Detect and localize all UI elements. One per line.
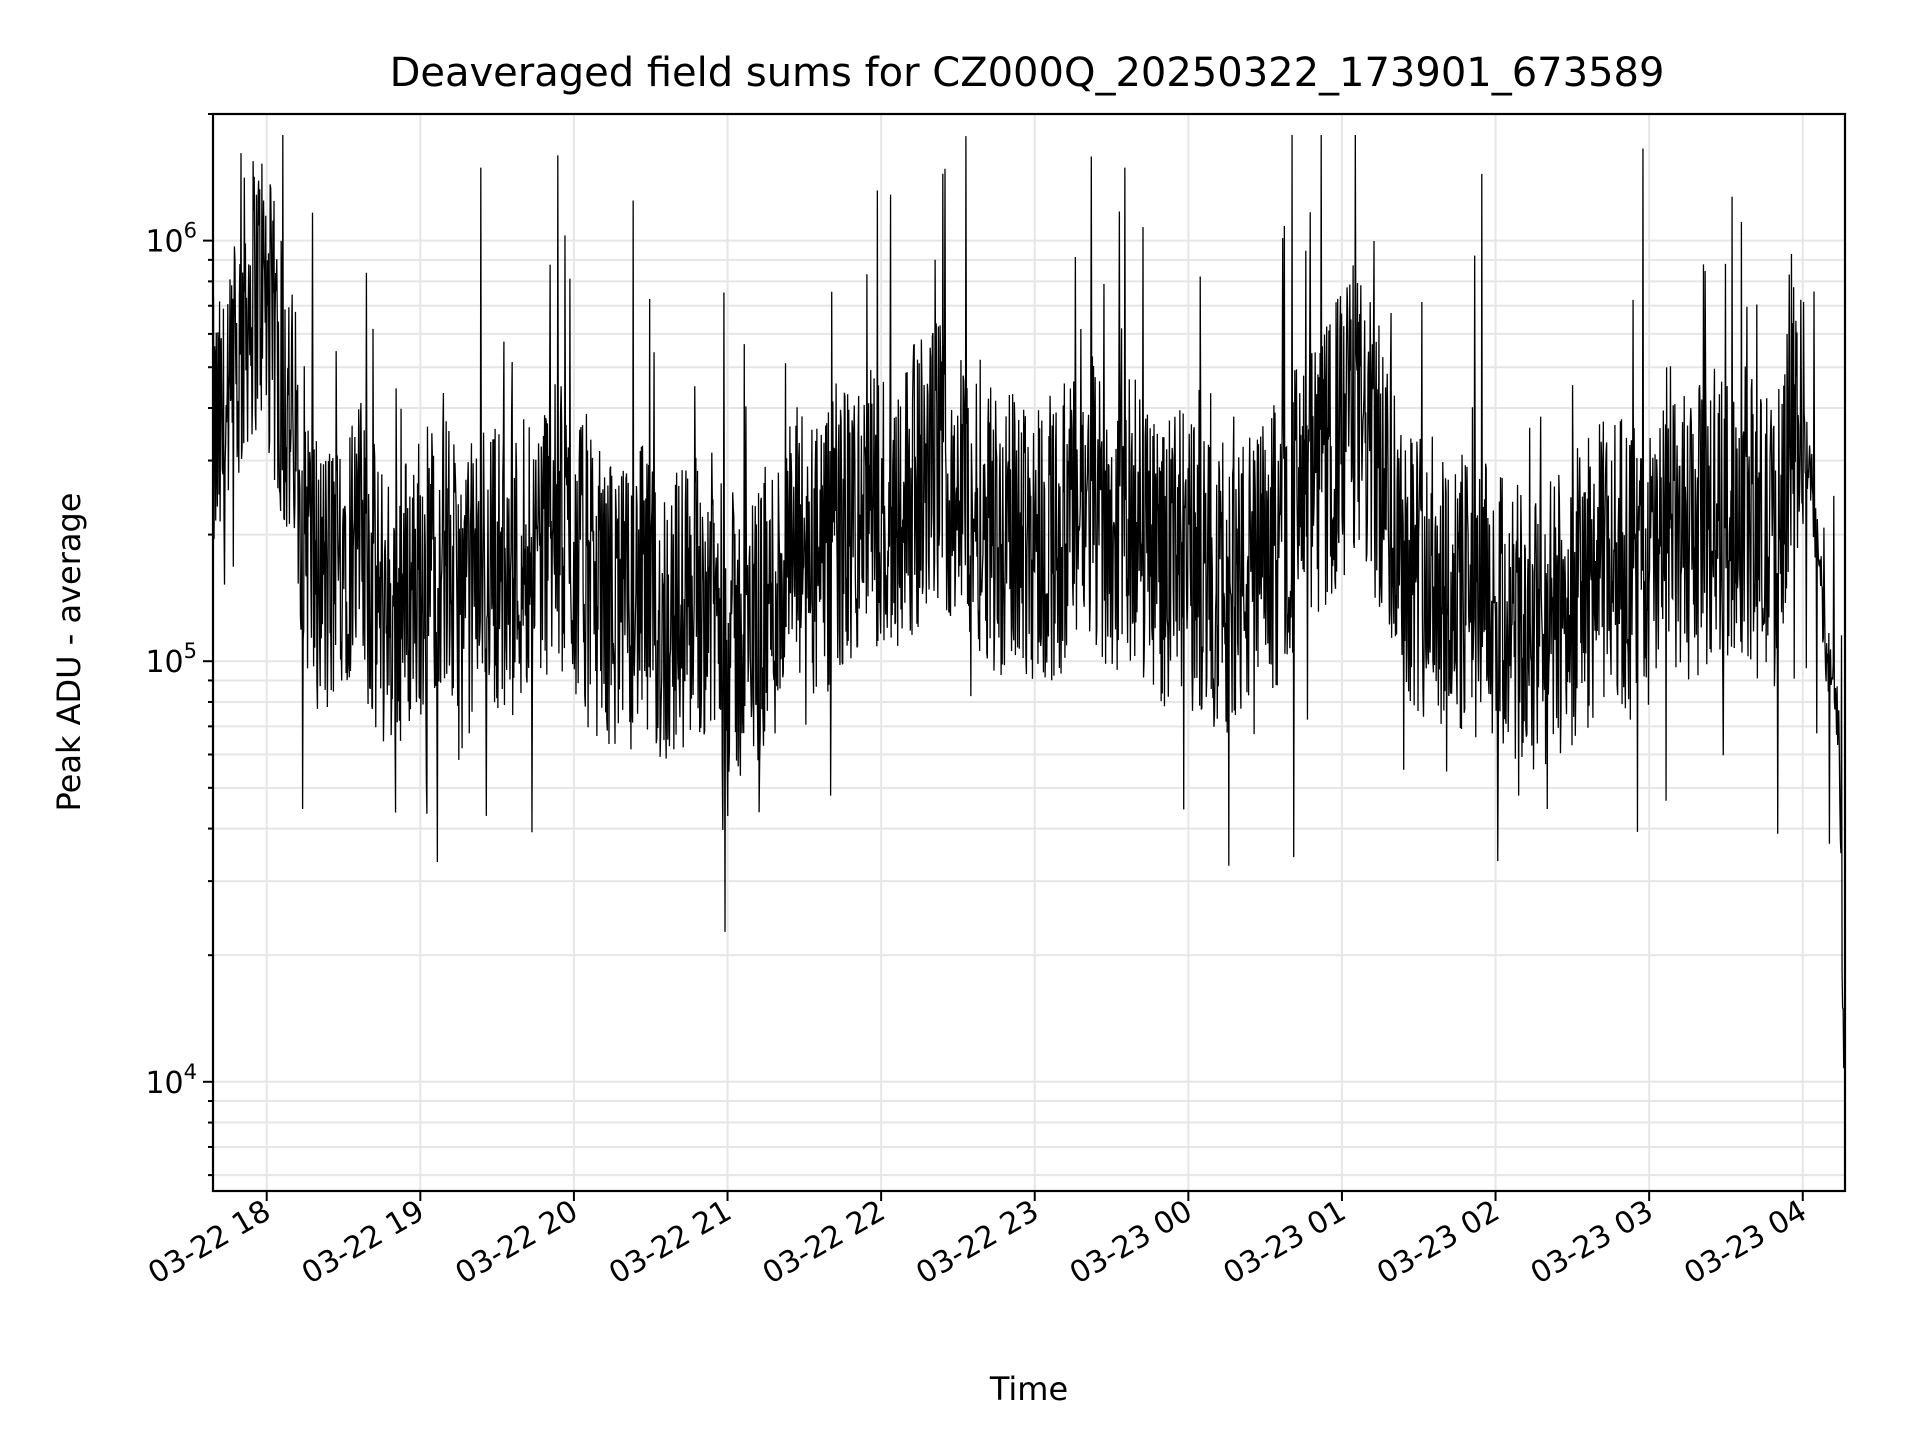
x-tick-label: 03-22 20 (450, 1194, 584, 1292)
x-tick-label: 03-22 21 (603, 1194, 737, 1292)
series-layer (212, 135, 1845, 1069)
y-axis-label: Peak ADU - average (50, 493, 88, 812)
x-tick-label: 03-23 01 (1218, 1194, 1352, 1292)
series-line (212, 135, 1845, 1069)
y-tick-label: 105 (145, 639, 197, 680)
y-tick-label: 106 (145, 219, 197, 260)
x-tick-label: 03-22 18 (142, 1194, 276, 1292)
x-axis: 03-22 18 03-22 19 03-22 20 03-22 21 03-22 22… (142, 1191, 1813, 1292)
y-axis: 104 105 106 (145, 113, 213, 1177)
chart-title: Deaveraged field sums for CZ000Q_2025032… (390, 50, 1665, 96)
x-tick-label: 03-23 03 (1525, 1194, 1659, 1292)
x-tick-label: 03-23 04 (1678, 1194, 1812, 1292)
y-tick-label: 104 (145, 1060, 197, 1101)
plot-frame (211, 112, 1847, 1193)
x-tick-label: 03-22 19 (296, 1194, 430, 1292)
x-tick-label: 03-22 23 (910, 1194, 1044, 1292)
x-tick-label: 03-22 22 (757, 1194, 891, 1292)
x-tick-label: 03-23 02 (1371, 1194, 1505, 1292)
x-tick-label: 03-23 00 (1064, 1194, 1198, 1292)
x-axis-label: Time (989, 1370, 1068, 1408)
